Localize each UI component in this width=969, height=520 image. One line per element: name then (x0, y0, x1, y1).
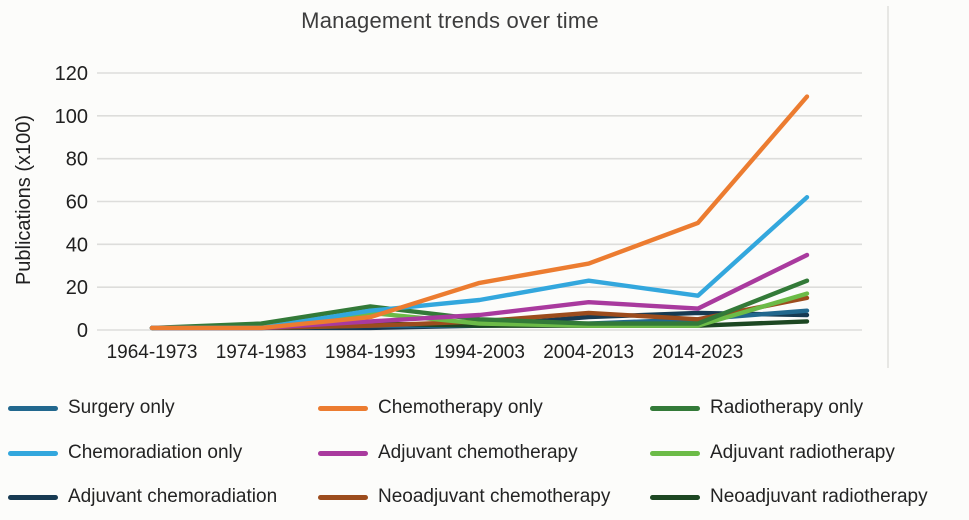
x-tick-1994-2003: 1994-2003 (434, 342, 525, 363)
legend-item-radiotherapy-only: Radiotherapy only (650, 396, 863, 420)
legend-item-surgery-only: Surgery only (8, 396, 175, 420)
legend-label: Radiotherapy only (710, 397, 864, 418)
legend-item-chemoradiation-only: Chemoradiation only (8, 441, 242, 465)
legend-swatch-radiotherapy-only (650, 405, 700, 411)
trend-line-chart: 0 20 40 60 80 100 120 Publications (x100) 1964-1… (13, 6, 889, 368)
y-tick-80: 80 (66, 149, 88, 171)
legend-swatch-surgery-only (8, 405, 58, 411)
x-tick-1984-1993: 1984-1993 (325, 342, 416, 363)
legend-swatch-neoadjuvant-chemotherapy (318, 494, 368, 500)
series-line-chemotherapy-only (149, 94, 810, 331)
legend-label: Chemotherapy only (378, 397, 543, 418)
legend-item-adjuvant-radiotherapy: Adjuvant radiotherapy (650, 441, 895, 465)
legend-item-adjuvant-chemoradiation: Adjuvant chemoradiation (8, 485, 277, 509)
legend-label: Neoadjuvant radiotherapy (710, 486, 928, 507)
legend-item-neoadjuvant-chemotherapy: Neoadjuvant chemotherapy (318, 485, 610, 509)
legend-swatch-chemotherapy-only (318, 405, 368, 411)
series-line-chemoradiation-only (149, 194, 810, 331)
y-axis-label: Publications (x100) (13, 115, 35, 285)
legend-swatch-neoadjuvant-radiotherapy (650, 494, 700, 500)
x-tick-2014-2023: 2014-2023 (652, 342, 743, 363)
legend-label: Neoadjuvant chemotherapy (378, 486, 611, 507)
legend-item-adjuvant-chemotherapy: Adjuvant chemotherapy (318, 441, 578, 465)
chart-title: Management trends over time (301, 8, 599, 33)
legend-label: Chemoradiation only (68, 442, 243, 463)
legend-item-neoadjuvant-radiotherapy: Neoadjuvant radiotherapy (650, 485, 928, 509)
y-tick-100: 100 (55, 106, 88, 128)
y-tick-20: 20 (66, 277, 88, 299)
legend-label: Adjuvant chemotherapy (378, 442, 578, 463)
x-tick-1964-1973: 1964-1973 (107, 342, 198, 363)
x-tick-2004-2013: 2004-2013 (543, 342, 634, 363)
series-line-radiotherapy-only (149, 278, 810, 331)
legend-label: Adjuvant radiotherapy (710, 442, 895, 463)
x-tick-1974-1983: 1974-1983 (216, 342, 307, 363)
legend-swatch-chemoradiation-only (8, 450, 58, 456)
y-tick-60: 60 (66, 191, 88, 213)
legend-label: Adjuvant chemoradiation (68, 486, 278, 507)
legend-label: Surgery only (68, 397, 175, 418)
y-tick-40: 40 (66, 234, 88, 256)
legend-swatch-adjuvant-chemoradiation (8, 494, 58, 500)
legend-swatch-adjuvant-radiotherapy (650, 450, 700, 456)
y-tick-120: 120 (55, 63, 88, 85)
y-tick-0: 0 (77, 320, 88, 342)
legend-swatch-adjuvant-chemotherapy (318, 450, 368, 456)
legend-item-chemotherapy-only: Chemotherapy only (318, 396, 543, 420)
